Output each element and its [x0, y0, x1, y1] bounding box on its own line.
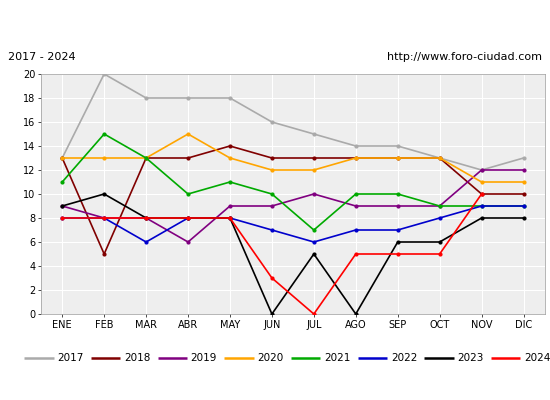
Text: 2023: 2023	[458, 353, 484, 363]
Text: Evolucion del paro registrado en Mamblas: Evolucion del paro registrado en Mamblas	[114, 14, 436, 28]
Text: 2017 - 2024: 2017 - 2024	[8, 52, 76, 62]
Text: 2020: 2020	[257, 353, 284, 363]
Text: 2019: 2019	[191, 353, 217, 363]
Text: 2021: 2021	[324, 353, 350, 363]
Text: 2017: 2017	[57, 353, 84, 363]
Text: 2024: 2024	[524, 353, 550, 363]
Text: 2018: 2018	[124, 353, 150, 363]
Text: http://www.foro-ciudad.com: http://www.foro-ciudad.com	[387, 52, 542, 62]
Text: 2022: 2022	[390, 353, 417, 363]
